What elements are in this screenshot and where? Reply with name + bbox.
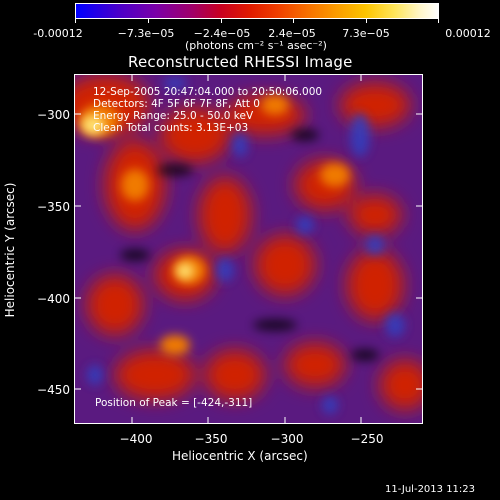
- info-line-counts: Clean Total counts: 3.13E+03: [93, 122, 249, 134]
- info-line-detectors: Detectors: 4F 5F 6F 7F 8F, Att 0: [93, 98, 260, 110]
- colorbar-tick-label: 2.4e−05: [268, 27, 316, 40]
- colorbar-tick-label: 7.3e−05: [342, 27, 390, 40]
- colorbar-tick: [148, 19, 149, 23]
- colorbar-tick-label: -0.00012: [33, 27, 83, 40]
- x-axis-label: Heliocentric X (arcsec): [172, 449, 308, 463]
- colorbar-tick: [221, 19, 222, 23]
- peak-position-text: Position of Peak = [-424,-311]: [95, 397, 253, 409]
- image-plot: [74, 74, 423, 424]
- y-tick-label: −350: [37, 200, 70, 214]
- x-tick-label: −350: [194, 432, 228, 446]
- y-tick-label: −300: [37, 108, 70, 122]
- colorbar-tick: [438, 19, 439, 23]
- timestamp: 11-Jul-2013 11:23: [385, 484, 476, 495]
- y-tick-label: −450: [37, 383, 70, 397]
- colorbar-gradient: [76, 4, 438, 18]
- colorbar-tick-label: −7.3e−05: [117, 27, 175, 40]
- info-line-time: 12-Sep-2005 20:47:04.000 to 20:50:06.000: [93, 86, 323, 98]
- y-axis-label: Heliocentric Y (arcsec): [3, 182, 17, 318]
- colorbar-tick-label: −2.4e−05: [193, 27, 251, 40]
- info-line-energy: Energy Range: 25.0 - 50.0 keV: [93, 110, 254, 122]
- colorbar-tick: [293, 19, 294, 23]
- x-tick-label: −400: [119, 432, 153, 446]
- heatmap-image: [75, 75, 422, 423]
- colorbar-tick: [366, 19, 367, 23]
- colorbar-tick: [75, 19, 76, 23]
- x-tick-label: −300: [270, 432, 304, 446]
- y-tick-label: −400: [37, 292, 70, 306]
- plot-title: Reconstructed RHESSI Image: [128, 53, 353, 71]
- x-tick-label: −250: [350, 432, 384, 446]
- colorbar-units: (photons cm⁻² s⁻¹ asec⁻²): [185, 39, 327, 52]
- colorbar-tick-label: 0.00012: [445, 27, 491, 40]
- colorbar: [75, 3, 439, 19]
